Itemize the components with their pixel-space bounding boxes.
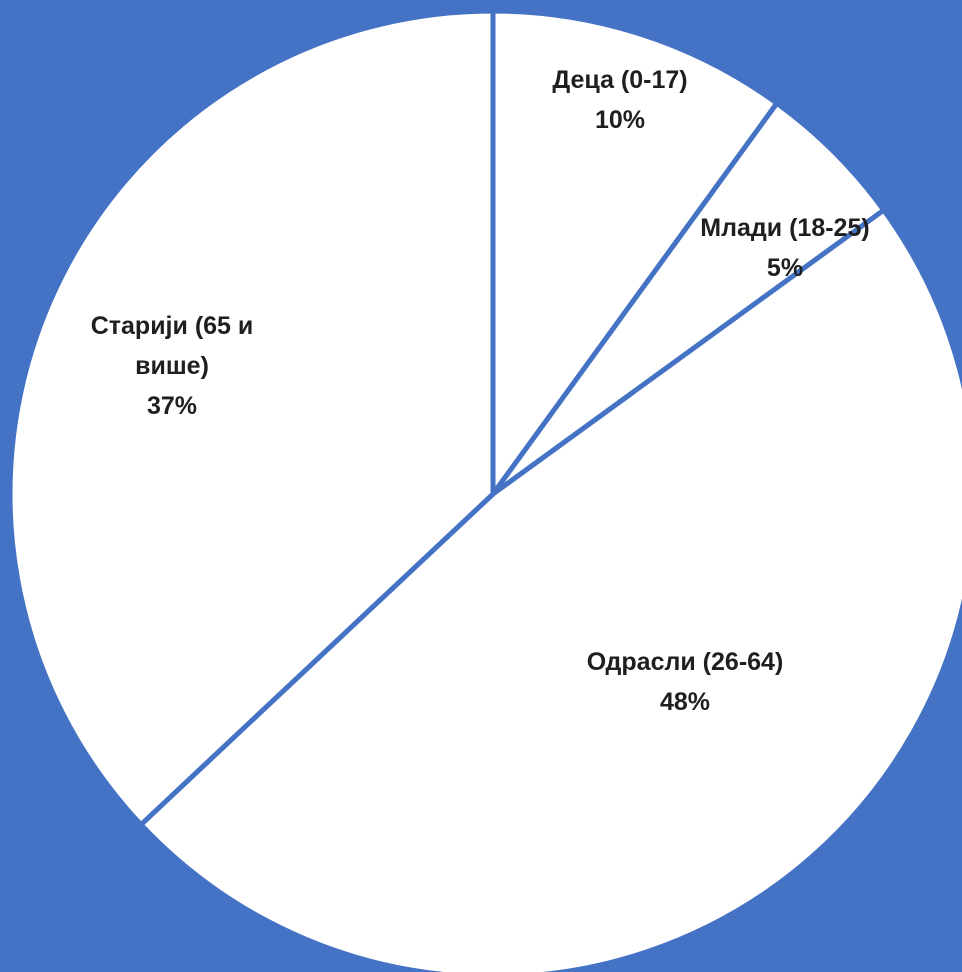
pie-slice	[490, 100, 887, 497]
slice-value-label: 10%	[595, 106, 645, 134]
slice-category-label: Деца (0-17)	[552, 66, 687, 94]
slice-value-label: 5%	[767, 254, 803, 282]
pie-labels: Деца (0-17) 10% Млади (18-25) 5% Одрасли (26…	[91, 66, 870, 716]
slice-category-label: више)	[135, 352, 209, 380]
pie-slices	[7, 8, 962, 972]
slice-value-label: 37%	[147, 392, 197, 420]
pie-slice	[490, 8, 780, 497]
slice-category-label: Млади (18-25)	[700, 214, 869, 242]
slice-category-label: Одрасли (26-64)	[587, 648, 784, 676]
pie-slice	[138, 207, 962, 972]
slice-category-label: Старији (65 и	[91, 312, 254, 340]
pie-slice	[7, 8, 496, 828]
slice-value-label: 48%	[660, 688, 710, 716]
